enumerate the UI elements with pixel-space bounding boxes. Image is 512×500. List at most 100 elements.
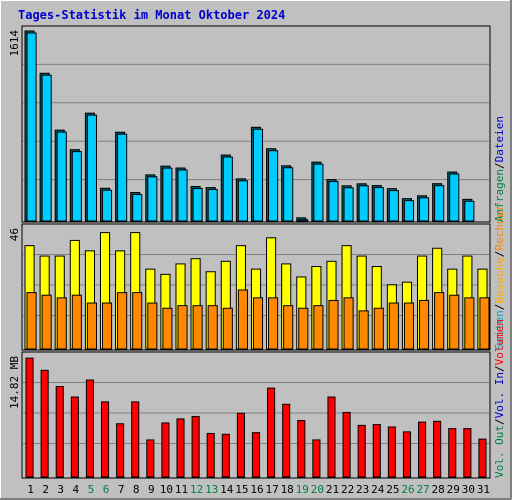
x-day-label: 18 [281,483,294,496]
bar-hosts [86,302,97,350]
bar-hosts [147,302,158,350]
x-day-label: 11 [175,483,188,496]
bar-files [86,114,97,222]
side-legend-middle: Seiten/Besuche/Rechner [493,204,506,350]
bar-volume [55,386,64,478]
bar-volume [251,432,261,478]
x-day-label: 20 [311,483,324,496]
bar-hosts [358,310,369,350]
x-day-label: 21 [326,483,339,496]
bar-volume [463,428,472,478]
x-day-label: 9 [148,483,155,496]
side-legend-part: Dateien [493,116,506,162]
x-day-label: 31 [477,483,490,496]
bar-files [268,150,279,222]
x-day-label: 24 [371,483,385,496]
bar-files [403,200,415,222]
bar-volume [40,369,49,478]
bar-hosts [464,297,475,350]
side-legend-bottom: Vol. Out/Vol. In/Volumen [493,319,506,478]
bar-volume [146,439,155,478]
bar-hosts [237,289,248,350]
x-day-label: 19 [296,483,309,496]
x-day-label: 13 [205,483,218,496]
bar-files [343,187,354,222]
bar-files [192,188,203,222]
bar-files [373,187,384,222]
bar-hosts [403,302,415,350]
bar-hosts [449,294,460,350]
bar-hosts [283,305,294,350]
side-legend-part: / [493,418,506,425]
bar-volume [176,418,185,478]
bar-volume [448,428,457,478]
bar-volume [282,403,291,478]
bar-hosts [419,299,430,350]
bar-hosts [101,302,113,350]
bar-files [71,151,82,222]
bar-hosts [132,292,143,350]
x-day-label: 5 [88,483,95,496]
bar-files [252,128,264,222]
bar-hosts [328,299,339,350]
bar-files [207,189,218,222]
bar-volume [25,357,34,478]
bar-hosts [298,307,309,350]
bar-hosts [222,307,233,350]
x-day-label: 15 [235,483,248,496]
bar-files [177,169,188,222]
bar-files [328,181,339,222]
side-legend-part: / [493,365,506,372]
bar-volume [221,433,230,478]
side-legend-part: Seiten [493,310,506,350]
chart-panels: 1614Anfragen/Dateien46Seiten/Besuche/Rec… [8,25,506,496]
x-day-label: 25 [386,483,399,496]
bar-volume [357,424,366,478]
bar-hosts [343,297,354,350]
x-day-label: 28 [432,483,445,496]
bar-hosts [41,294,52,350]
bar-files [358,185,369,222]
bar-hosts [192,305,203,350]
bar-hosts [71,294,82,350]
x-day-label: 4 [73,483,80,496]
bar-files [117,133,128,222]
bar-volume [312,439,321,478]
bar-hosts [388,302,399,350]
side-legend-part: Besuche [493,257,506,303]
bar-volume [418,421,427,478]
side-legend-part: Vol. In [493,372,506,418]
x-day-label: 10 [160,483,173,496]
bar-volume [131,401,140,478]
bar-files [237,180,248,222]
bar-volume [161,422,170,478]
x-day-label: 14 [220,483,234,496]
chart-title: Tages-Statistik im Monat Oktober 2024 [18,8,285,22]
bar-files [388,190,399,222]
bar-volume [116,423,125,478]
side-legend-part: / [493,304,506,311]
side-legend-top: Anfragen/Dateien [493,116,506,222]
x-day-label: 26 [401,483,414,496]
bar-hosts [434,292,445,350]
bar-files [26,32,37,222]
x-day-label: 29 [447,483,460,496]
bar-files [162,167,173,222]
side-legend-part: Vol. Out [493,425,506,478]
x-day-label: 30 [462,483,475,496]
y-max-label-middle: 46 [8,228,21,241]
bar-hosts [117,292,128,350]
bar-volume [327,396,336,478]
bar-volume [85,379,94,478]
bar-hosts [479,297,490,350]
bar-volume [267,387,276,478]
bar-hosts [26,292,37,350]
bar-hosts [207,305,218,350]
bar-hosts [373,307,384,350]
bar-volume [236,412,245,478]
bar-files [434,185,445,222]
bar-files [449,173,460,222]
side-legend-part: / [493,251,506,258]
bar-files [101,189,113,222]
